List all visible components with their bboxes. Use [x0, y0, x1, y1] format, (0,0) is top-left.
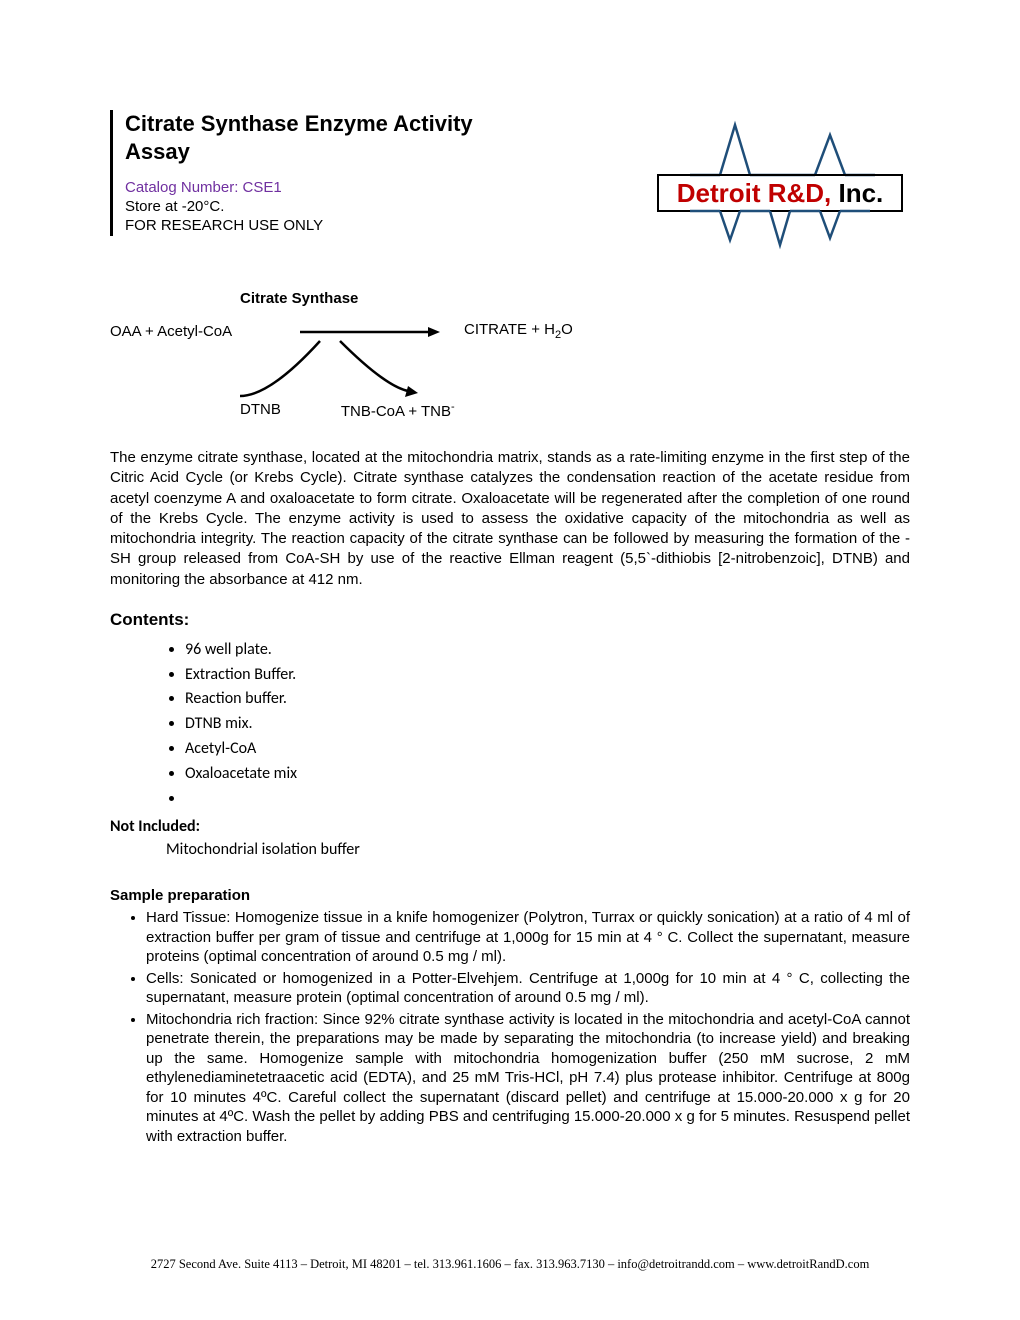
product-end: O	[561, 321, 573, 338]
company-logo: Detroit R&D, Inc.	[650, 110, 910, 250]
product-text: CITRATE + H	[464, 321, 555, 338]
list-item: Oxaloacetate mix	[185, 762, 910, 787]
sample-prep-list: Hard Tissue: Homogenize tissue in a knif…	[110, 908, 910, 1146]
not-included-heading: Not Included:	[110, 817, 910, 836]
storage-info: Store at -20°C.	[125, 198, 510, 215]
reaction-product-tnb: TNB-CoA + TNB-	[341, 401, 455, 420]
title-block: Citrate Synthase Enzyme Activity Assay C…	[110, 110, 510, 236]
list-item: Hard Tissue: Homogenize tissue in a knif…	[146, 908, 910, 967]
list-item: DTNB mix.	[185, 712, 910, 737]
reaction-substrates: OAA + Acetyl-CoA	[110, 323, 300, 340]
tnb-text: TNB-CoA + TNB	[341, 403, 451, 420]
contents-list: 96 well plate. Extraction Buffer. Reacti…	[110, 638, 910, 812]
list-item: Mitochondria rich fraction: Since 92% ci…	[146, 1010, 910, 1147]
list-item: Acetyl-CoA	[185, 737, 910, 762]
contents-heading: Contents:	[110, 610, 910, 630]
enzyme-name: Citrate Synthase	[110, 290, 910, 307]
svg-text:Detroit R&D, Inc.: Detroit R&D, Inc.	[677, 178, 884, 208]
list-item: Extraction Buffer.	[185, 663, 910, 688]
not-included-item: Mitochondrial isolation buffer	[110, 840, 910, 859]
list-item: Reaction buffer.	[185, 687, 910, 712]
reaction-products: CITRATE + H2O	[440, 321, 573, 341]
list-item: 96 well plate.	[185, 638, 910, 663]
usage-info: FOR RESEARCH USE ONLY	[125, 217, 510, 234]
page-title: Citrate Synthase Enzyme Activity Assay	[125, 110, 510, 165]
list-item: Cells: Sonicated or homogenized in a Pot…	[146, 969, 910, 1008]
reaction-reagent-dtnb: DTNB	[240, 401, 281, 420]
description-paragraph: The enzyme citrate synthase, located at …	[110, 448, 910, 590]
catalog-number: Catalog Number: CSE1	[125, 179, 510, 196]
list-item	[185, 787, 910, 812]
tnb-sup: -	[451, 401, 455, 413]
footer: 2727 Second Ave. Suite 4113 – Detroit, M…	[0, 1257, 1020, 1272]
reaction-arrow-icon	[300, 325, 440, 337]
reaction-diagram: Citrate Synthase OAA + Acetyl-CoA CITRAT…	[110, 290, 910, 420]
header: Citrate Synthase Enzyme Activity Assay C…	[110, 110, 910, 250]
sample-prep-heading: Sample preparation	[110, 887, 910, 904]
curve-arrow-icon	[110, 341, 910, 401]
